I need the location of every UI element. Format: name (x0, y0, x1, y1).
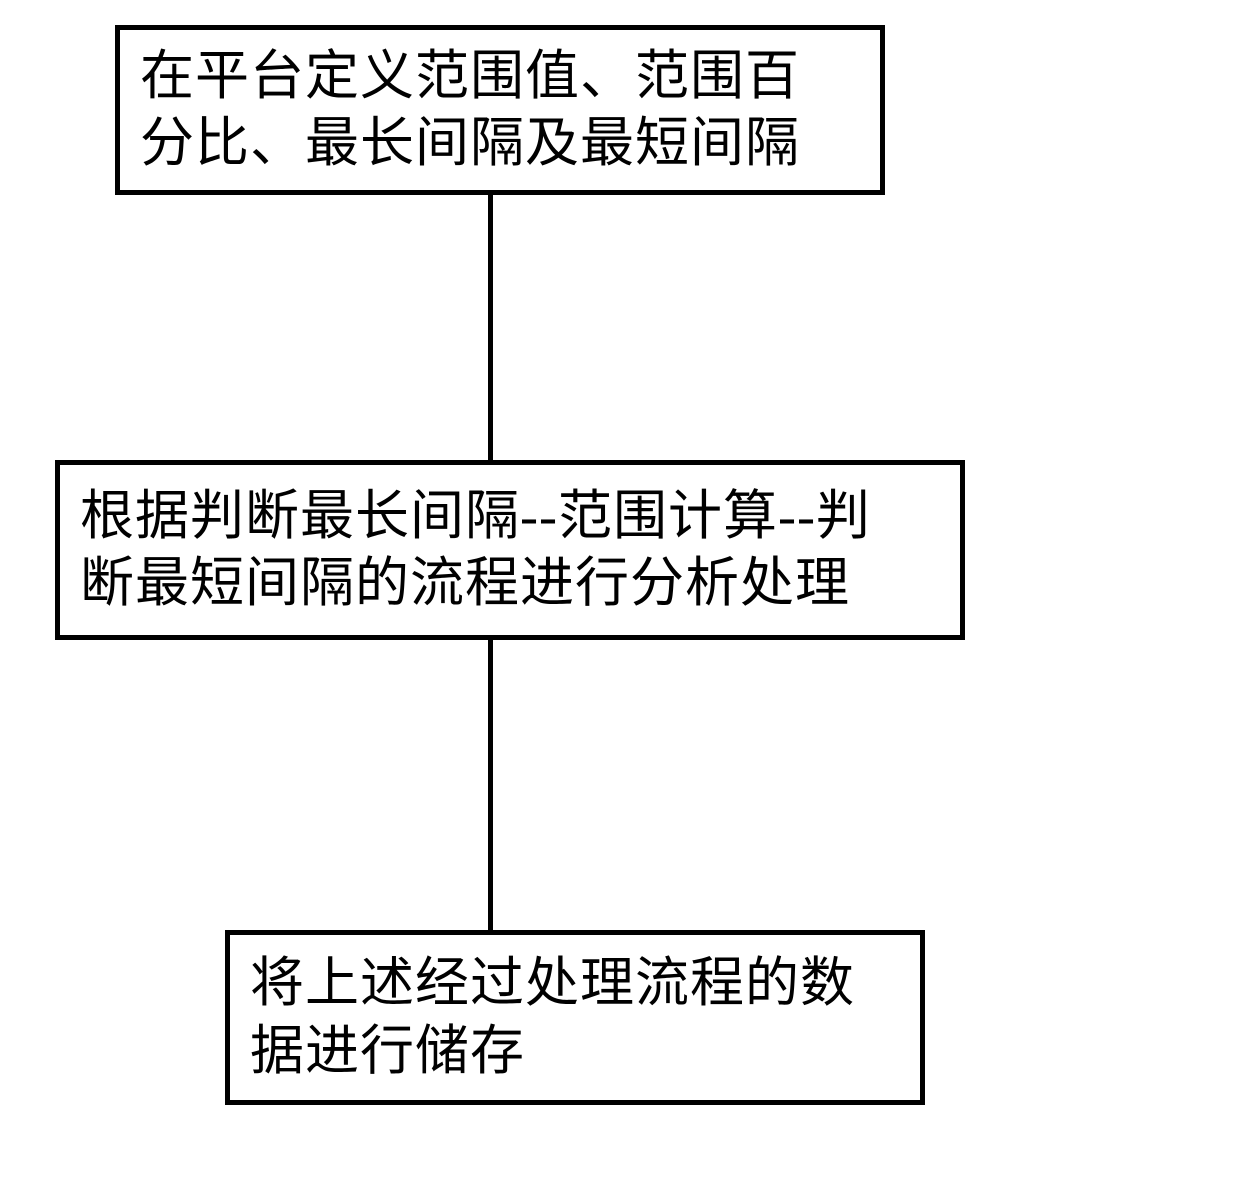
flowchart-box-define-text: 在平台定义范围值、范围百 分比、最长间隔及最短间隔 (140, 43, 800, 178)
flowchart-box-define: 在平台定义范围值、范围百 分比、最长间隔及最短间隔 (115, 25, 885, 195)
flowchart-connector-2 (488, 640, 493, 930)
flowchart-box-process-text: 根据判断最长间隔--范围计算--判 断最短间隔的流程进行分析处理 (80, 483, 871, 618)
flowchart-canvas: 在平台定义范围值、范围百 分比、最长间隔及最短间隔 根据判断最长间隔--范围计算… (0, 0, 1240, 1179)
flowchart-connector-1 (488, 195, 493, 460)
flowchart-box-store-text: 将上述经过处理流程的数 据进行储存 (250, 950, 855, 1085)
flowchart-box-process: 根据判断最长间隔--范围计算--判 断最短间隔的流程进行分析处理 (55, 460, 965, 640)
flowchart-box-store: 将上述经过处理流程的数 据进行储存 (225, 930, 925, 1105)
